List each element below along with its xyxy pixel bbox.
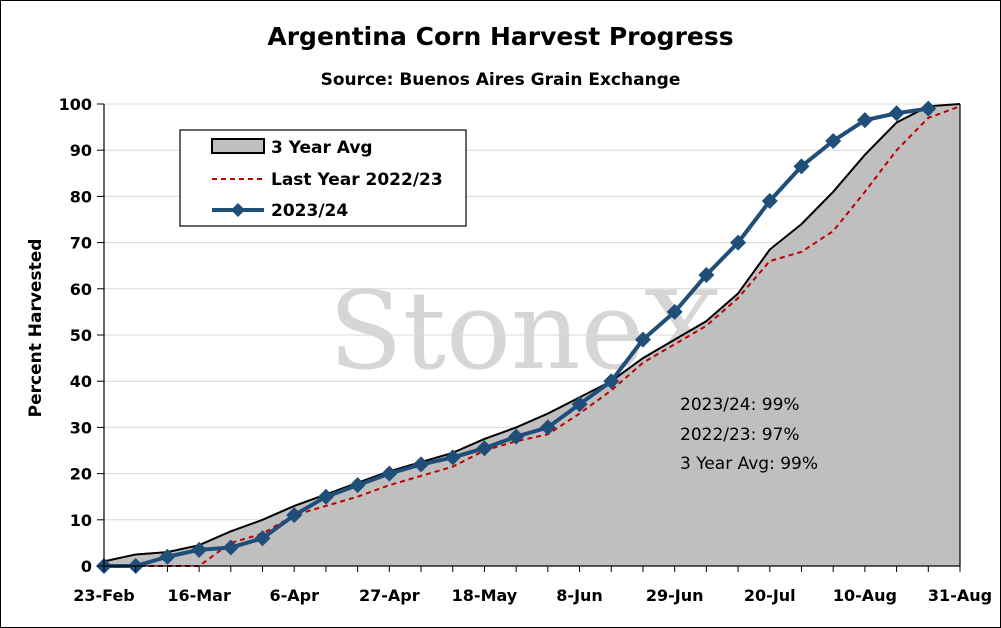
legend-label-avg: 3 Year Avg — [271, 138, 373, 158]
series-2023-24-point — [793, 158, 810, 175]
chart-title: Argentina Corn Harvest Progress — [267, 22, 734, 51]
series-2023-24-point — [222, 539, 239, 556]
annotation-last-year: 2022/23: 97% — [680, 425, 800, 445]
series-2023-24-point — [856, 112, 873, 129]
series-2023-24-point — [761, 193, 778, 210]
series-2023-24-point — [413, 456, 430, 473]
series-2023-24-point — [444, 449, 461, 466]
series-2023-24-point — [476, 440, 493, 457]
tick-labels: 0 10 20 30 40 50 60 70 80 90 100 23-Feb 16-Mar 6-Apr 2… — [59, 95, 992, 605]
y-tick-label: 60 — [70, 280, 92, 299]
series-2023-24-point — [603, 373, 620, 390]
axes — [97, 103, 961, 572]
series-2023-24-point — [508, 428, 525, 445]
legend-label-current: 2023/24 — [271, 201, 348, 221]
legend-marker-current — [231, 203, 245, 217]
series-2023-24-point — [539, 419, 556, 436]
y-tick-label: 20 — [70, 465, 92, 484]
x-tick-label: 23-Feb — [73, 586, 135, 605]
x-tick-label: 29-Jun — [646, 586, 704, 605]
y-tick-label: 0 — [81, 557, 92, 576]
series-2023-24-point — [698, 266, 715, 283]
series-2023-24-point — [666, 303, 683, 320]
legend-label-last-year: Last Year 2022/23 — [271, 170, 443, 190]
series-2023-24-point — [381, 465, 398, 482]
series-2023-24-point — [349, 477, 366, 494]
x-tick-label: 6-Apr — [269, 586, 319, 605]
y-tick-label: 10 — [70, 511, 92, 530]
y-tick-label: 70 — [70, 234, 92, 253]
annotation-avg: 3 Year Avg: 99% — [680, 454, 818, 474]
legend: 3 Year Avg Last Year 2022/23 2023/24 — [179, 129, 467, 227]
y-tick-label: 80 — [70, 187, 92, 206]
series-2023-24-point — [920, 100, 937, 117]
x-tick-label: 8-Jun — [556, 586, 603, 605]
legend-swatch-avg — [211, 138, 265, 154]
series-2023-24-point — [634, 331, 651, 348]
series-2023-24-point — [191, 541, 208, 558]
x-tick-label: 10-Aug — [833, 586, 897, 605]
x-tick-label: 27-Apr — [359, 586, 420, 605]
x-tick-label: 20-Jul — [744, 586, 796, 605]
series-3-year-avg-line — [103, 103, 961, 563]
annotations: 2023/24: 99% 2022/23: 97% 3 Year Avg: 99… — [680, 395, 818, 474]
y-tick-label: 30 — [70, 418, 92, 437]
annotation-current: 2023/24: 99% — [680, 395, 800, 415]
series-2023-24-point — [825, 132, 842, 149]
series-3-year-avg-area — [104, 104, 960, 566]
series-2023-24-point — [286, 507, 303, 524]
series-2023-24-point — [730, 234, 747, 251]
chart-subtitle: Source: Buenos Aires Grain Exchange — [320, 70, 681, 90]
series-2023-24-point — [159, 548, 176, 565]
y-tick-label: 50 — [70, 326, 92, 345]
y-tick-label: 100 — [59, 95, 92, 114]
y-tick-label: 90 — [70, 141, 92, 160]
y-tick-label: 40 — [70, 372, 92, 391]
series-last-year-line — [104, 105, 961, 567]
x-tick-label: 16-Mar — [167, 586, 231, 605]
series-2023-24-point — [254, 530, 271, 547]
x-tick-label: 31-Aug — [928, 586, 992, 605]
series-2023-24-point — [571, 396, 588, 413]
series-layer — [96, 100, 961, 574]
series-2023-24-point — [317, 488, 334, 505]
x-tick-label: 18-May — [452, 586, 518, 605]
series-2023-24-point — [888, 105, 905, 122]
y-axis-label: Percent Harvested — [26, 239, 46, 418]
